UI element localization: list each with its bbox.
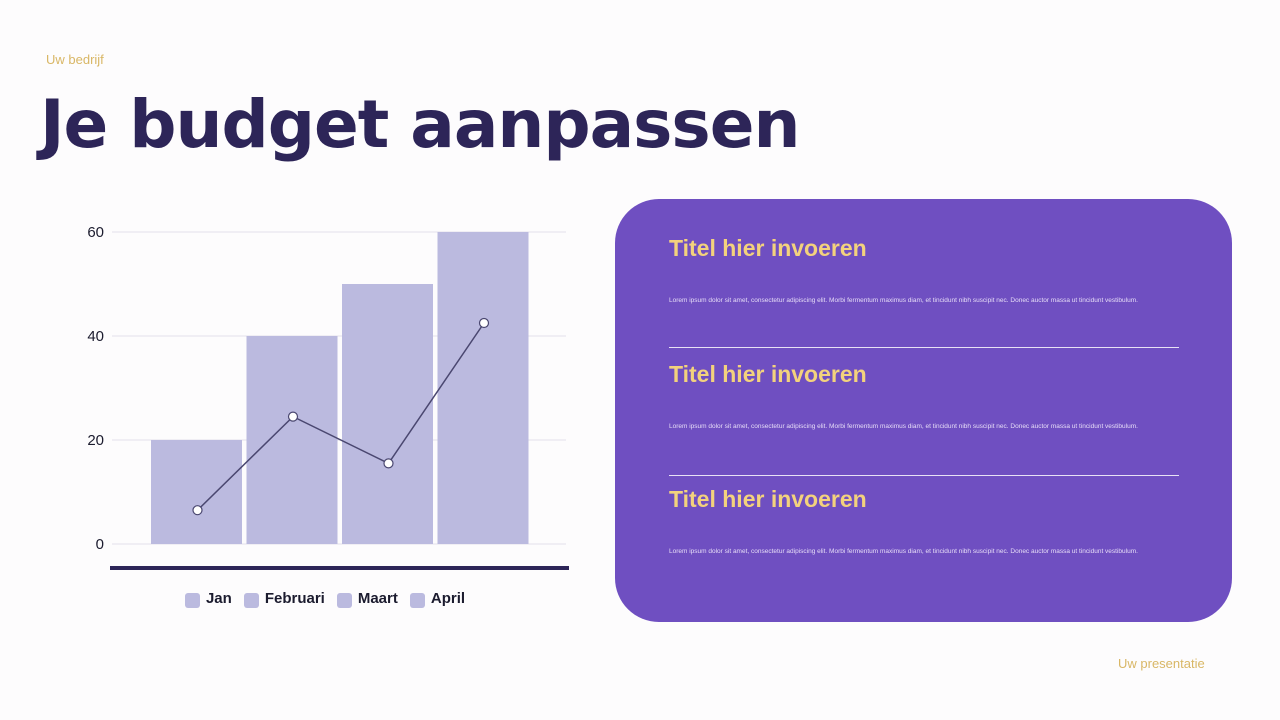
legend-swatch-icon xyxy=(243,593,259,608)
panel-section-1: Titel hier invoeren Lorem ipsum dolor si… xyxy=(669,235,1179,304)
divider xyxy=(669,347,1179,348)
section-title: Titel hier invoeren xyxy=(669,486,867,512)
trend-point xyxy=(192,505,203,516)
trend-line xyxy=(196,322,485,511)
y-tick-label: 20 xyxy=(87,432,104,449)
panel-section-3: Titel hier invoeren Lorem ipsum dolor si… xyxy=(669,486,1179,555)
legend-label: Jan xyxy=(205,589,232,607)
legend-item: Maart xyxy=(336,588,398,608)
legend-label: Februari xyxy=(264,589,325,607)
legend-label: Maart xyxy=(357,589,398,607)
section-text: Lorem ipsum dolor sit amet, consectetur … xyxy=(669,423,1138,430)
legend-item: Jan xyxy=(184,588,232,608)
legend-label: April xyxy=(430,589,466,607)
axis-baseline-bar xyxy=(110,566,569,570)
budget-chart: 0 20 40 60 Jan Februari Maart April xyxy=(70,210,580,630)
info-panel: Titel hier invoeren Lorem ipsum dolor si… xyxy=(615,199,1232,622)
slide-title: Je budget aanpassen xyxy=(40,86,800,163)
section-title: Titel hier invoeren xyxy=(669,235,867,261)
y-tick-label: 0 xyxy=(96,536,104,553)
y-tick-label: 60 xyxy=(87,224,104,241)
bar-maart xyxy=(342,284,433,544)
bar-april xyxy=(437,232,529,544)
trend-point xyxy=(383,458,394,469)
company-name: Uw bedrijf xyxy=(46,52,104,67)
divider xyxy=(669,475,1179,476)
legend-swatch-icon xyxy=(184,593,200,608)
chart-plot: 0 20 40 60 xyxy=(87,224,569,570)
bar-februari xyxy=(246,336,338,544)
presentation-name: Uw presentatie xyxy=(1118,656,1205,671)
trend-point xyxy=(478,317,490,329)
panel-section-2: Titel hier invoeren Lorem ipsum dolor si… xyxy=(669,361,1179,430)
chart-legend: Jan Februari Maart April xyxy=(70,588,580,608)
legend-swatch-icon xyxy=(409,593,425,608)
section-title: Titel hier invoeren xyxy=(669,361,867,387)
section-text: Lorem ipsum dolor sit amet, consectetur … xyxy=(669,297,1138,304)
legend-item: April xyxy=(409,588,466,608)
legend-swatch-icon xyxy=(336,593,352,608)
legend-item: Februari xyxy=(243,588,325,608)
y-tick-label: 40 xyxy=(87,328,104,345)
bar-jan xyxy=(151,440,242,544)
trend-point xyxy=(287,411,299,422)
section-text: Lorem ipsum dolor sit amet, consectetur … xyxy=(669,548,1138,555)
